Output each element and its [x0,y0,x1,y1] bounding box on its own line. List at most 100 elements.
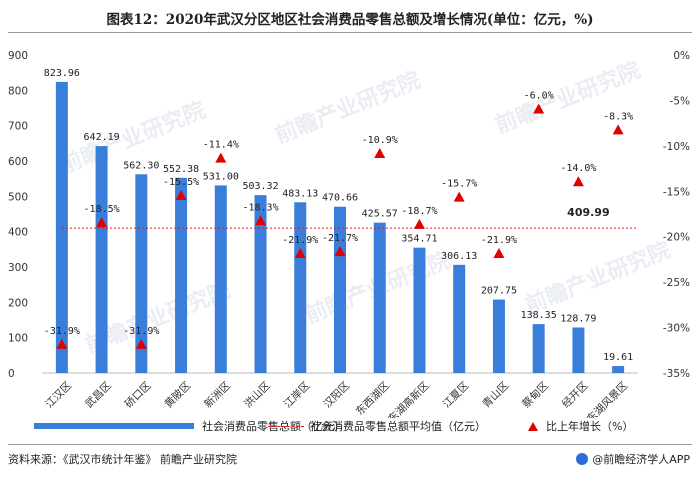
bar [294,202,307,373]
y-left-tick-label: 600 [8,156,28,168]
bar [492,299,505,373]
bar-value-label: 552.38 [163,164,199,175]
growth-marker [175,189,187,200]
growth-value-label: -11.4% [203,140,239,151]
y-left-tick-label: 800 [8,85,28,97]
bar-value-label: 207.75 [481,286,517,297]
bar [254,195,267,373]
chart-canvas: 0 100 200 300 400 500 600 700 800 900 0% -5% -10% -15… [8,50,690,418]
growth-value-label: -31.9% [44,326,80,337]
bar-value-label: 823.96 [44,68,80,79]
legend-label-average: 社会消费品零售总额平均值（亿元） [310,420,486,433]
brand-label: @前瞻经济学人APP [592,453,690,466]
growth-marker [453,191,465,202]
legend-label-growth: 比上年增长（%） [546,420,634,433]
bar-value-label: 354.71 [401,234,437,245]
growth-value-label: -15.5% [163,177,199,188]
category-label: 江夏区 [441,380,472,411]
category-label: 蔡甸区 [519,379,550,410]
y-right-tick-label: -25% [663,277,690,289]
y-left-tick-label: 700 [8,121,28,133]
growth-marker [294,247,306,258]
bar [175,177,188,373]
growth-marker [135,338,147,349]
source-note: 资料来源：《武汉市统计年鉴》 前瞻产业研究院 [8,453,237,466]
y-left-tick-label: 500 [8,191,28,203]
y-right-tick-label: -15% [663,186,690,198]
growth-value-label: -18.7% [401,206,437,217]
bar [413,247,426,373]
y-left-tick-label: 400 [8,227,28,239]
bar [612,366,625,373]
legend-item-growth: 比上年增长（%） [528,418,633,434]
growth-value-label: -8.3% [603,111,633,122]
category-label: 新洲区 [202,379,233,410]
bar-value-label: 531.00 [203,171,239,182]
average-label: 409.99 [567,206,609,219]
category-label: 东西湖区 [353,379,392,418]
bar [373,222,386,373]
bar-value-label: 470.66 [322,193,358,204]
bar-value-label: 306.13 [441,251,477,262]
growth-marker [215,152,227,163]
bar [532,324,545,373]
growth-marker [572,176,584,187]
category-label: 黄陂区 [162,379,193,410]
bar-value-label: 483.13 [282,188,318,199]
category-label: 武昌区 [82,379,113,410]
growth-value-label: -10.9% [362,135,398,146]
growth-marker [56,338,68,349]
growth-marker [255,215,267,226]
title-divider [8,32,692,33]
category-label: 汉阳区 [321,380,352,411]
category-label: 江汉区 [43,380,74,411]
bar [95,146,108,373]
chart-legend: 社会消费品零售总额（亿元） 社会消费品零售总额平均值（亿元） 比上年增长（%） [0,418,700,438]
bar [572,327,585,373]
legend-label-total: 社会消费品零售总额（亿元） [202,420,345,433]
chart-title: 图表12：2020年武汉分区地区社会消费品零售总额及增长情况(单位：亿元，%) [106,12,594,28]
category-label: 青山区 [480,379,511,410]
growth-marker [334,246,346,257]
growth-marker [493,247,505,258]
bar-value-label: 642.19 [84,132,120,143]
bar [453,264,466,373]
legend-item-average: 社会消费品零售总额平均值（亿元） [268,418,486,434]
category-label: 东湖风景区 [584,379,630,418]
growth-value-label: -14.0% [560,163,596,174]
triangle-icon [528,421,538,431]
growth-value-label: -21.9% [481,235,517,246]
bar [55,81,68,374]
y-left-tick-label: 300 [8,262,28,274]
growth-value-label: -18.5% [84,204,120,215]
y-right-tick-label: -5% [670,95,690,107]
legend-bar-swatch [34,423,194,429]
bar-value-label: 138.35 [521,310,557,321]
legend-item-total: 社会消费品零售总额（亿元） [34,418,345,434]
growth-value-label: -21.9% [282,235,318,246]
category-label: 硚口区 [123,380,154,411]
brand-logo-icon [576,453,589,465]
y-left-tick-label: 0 [8,368,15,380]
growth-value-label: -31.9% [123,326,159,337]
y-right-tick-label: -35% [663,368,690,380]
bar [135,174,148,373]
bar [334,206,346,373]
growth-value-label: -6.0% [524,91,554,102]
growth-marker [96,217,108,228]
y-left-tick-label: 100 [8,333,28,345]
growth-marker [374,148,386,159]
y-right-tick-label: -20% [663,232,690,244]
bar [214,185,227,373]
brand-credit: @前瞻经济学人APP [576,451,690,467]
category-label: 江岸区 [282,380,313,411]
bar-value-label: 19.61 [603,352,633,363]
bar-value-label: 503.32 [242,181,278,192]
growth-marker [612,124,624,135]
y-right-tick-label: 0% [673,50,690,62]
growth-value-label: -21.7% [322,233,358,244]
bar-value-label: 562.30 [123,160,159,171]
growth-marker [533,103,545,114]
category-label: 经开区 [559,379,590,410]
bar-value-label: 128.79 [560,313,596,324]
